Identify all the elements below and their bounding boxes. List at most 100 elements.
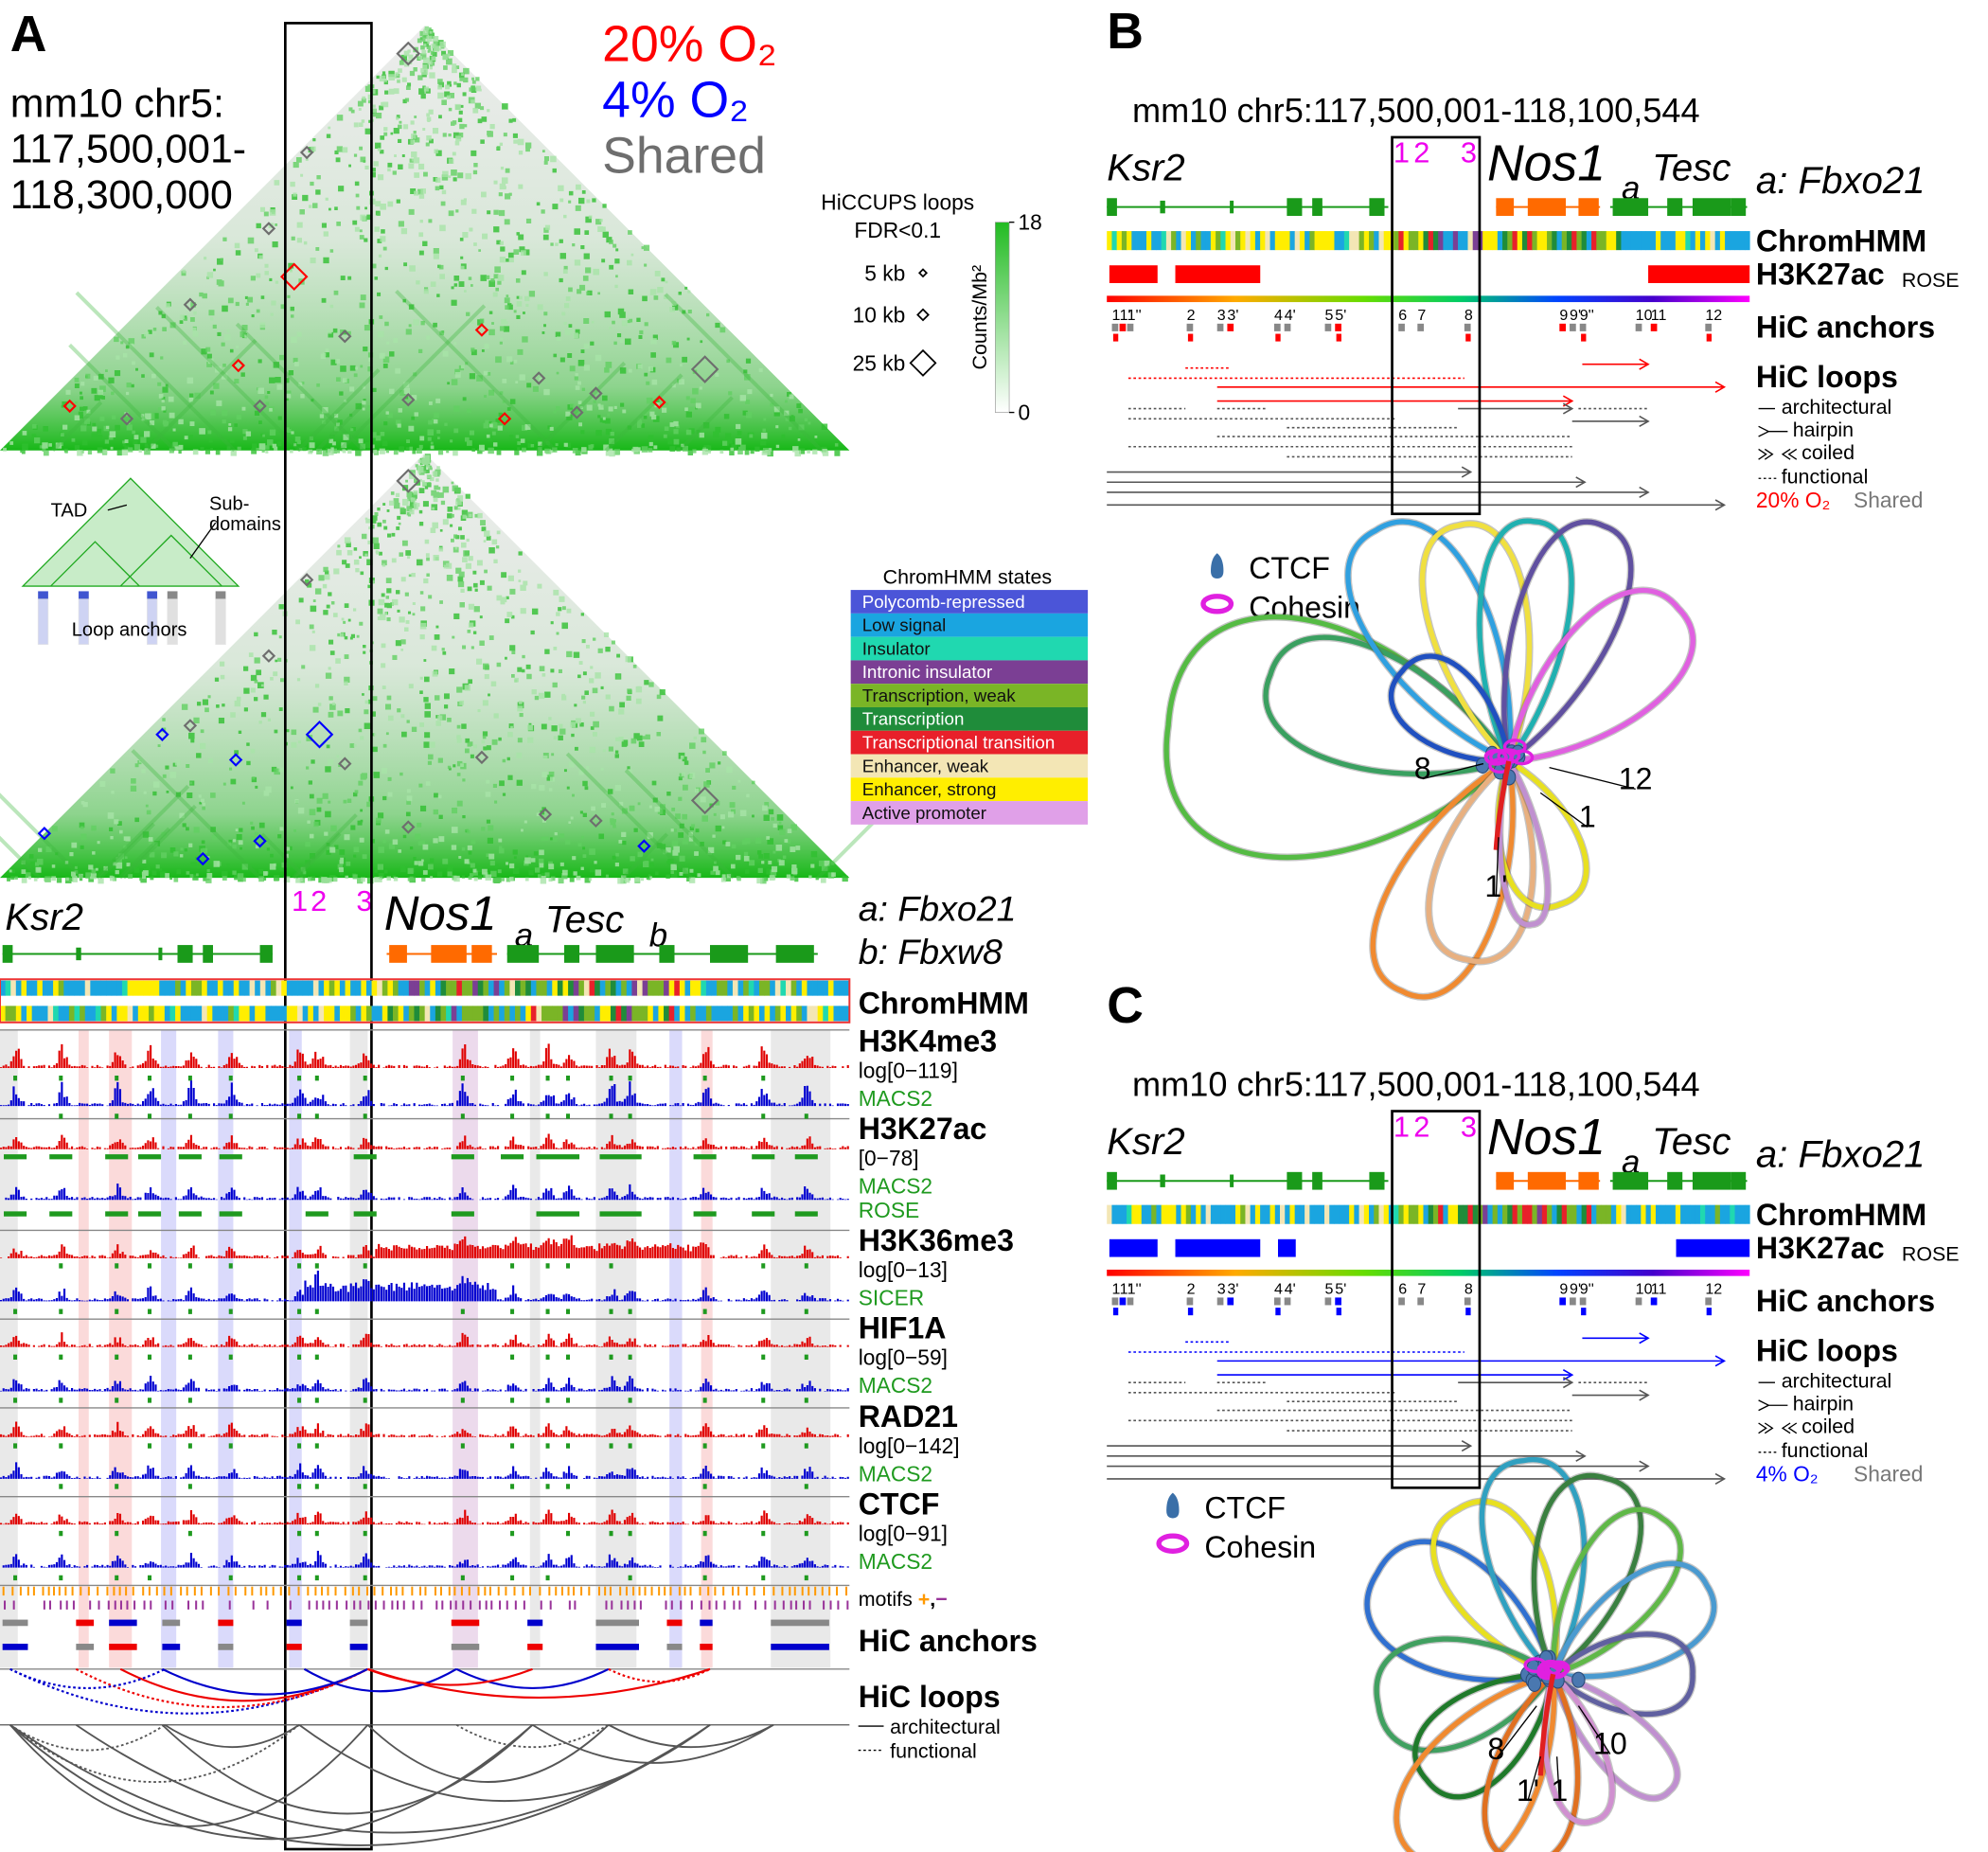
ctcf-glyph [1211,553,1224,579]
legend-coiled [1758,1422,1798,1434]
structure-pointer [1422,762,1484,780]
chromhmm-segment [1250,231,1256,251]
chromhmm-segment [1596,231,1602,251]
anchor [1112,333,1119,342]
anchor-label: 5' [1335,1280,1346,1297]
chromhmm-segment [1260,231,1266,251]
chromhmm-segment [472,980,479,996]
anchor [1127,323,1134,331]
exon [1527,198,1567,216]
chromhmm-segment [674,980,681,996]
chromhmm-segment [430,1006,436,1022]
chromhmm-segment [1714,1204,1721,1224]
chromatin-loop [1426,758,1535,965]
highlight-column [701,1029,713,1668]
loop-marker [119,412,134,426]
loop-arrow [1575,476,1587,489]
legend-hairpin [1758,425,1788,437]
chromhmm-segment [648,980,654,996]
region-number: 3 [356,884,372,917]
heatmap-stripe [51,401,103,453]
chromhmm-segment [286,1006,293,1022]
chromhmm-segment [1127,1204,1132,1224]
anchor-label: 11 [1651,307,1667,324]
chromhmm-segment [737,980,744,996]
chromatin-loop [1374,1636,1555,1754]
track-call: MACS2 [859,1086,932,1111]
exon [2,945,13,963]
chromhmm-segment [573,1006,579,1022]
chromhmm-segment [642,980,648,996]
chromhmm-segment [1408,1204,1414,1224]
chromhmm-segment [68,980,75,996]
anchor [1336,1308,1341,1316]
exon [1312,1171,1322,1190]
chromhmm-segment [1210,1204,1216,1224]
anchor [1111,323,1119,331]
anchor-label: 1' [1120,1280,1131,1297]
chromhmm-segment [1265,1204,1270,1224]
exon [1287,198,1303,216]
chromhmm-segment [754,980,760,996]
chromhmm-segment [1141,1204,1147,1224]
structure-label: 10 [1593,1727,1627,1761]
heatmap-gradient [0,453,850,879]
track-label: HiC loops [1756,360,1898,394]
chromhmm-segment [515,980,522,996]
anchor [1336,333,1341,342]
anchor [76,1644,95,1650]
chromhmm-segment [435,980,441,996]
anchor-label: 2 [1187,1280,1196,1297]
chromhmm-segment [403,1006,410,1022]
loop-type: architectural [890,1716,1001,1738]
chromhmm-segment [222,980,229,996]
anchor-label: 10 [1636,307,1653,324]
exon [158,947,163,961]
chromhmm-segment [552,980,559,996]
track-label: H3K4me3 [859,1024,997,1059]
anchor-label: 5 [1325,307,1334,324]
anchor [666,1644,683,1650]
chromhmm-segment [1156,231,1163,251]
loop-arc [367,1667,533,1686]
gene-key: a: Fbxo21 [1756,1132,1926,1175]
structure-label: 1 [1579,800,1596,834]
chromhmm-segment [605,1006,612,1022]
chromhmm-segment [684,980,691,996]
chromhmm-segment [631,1006,638,1022]
chromhmm-segment [1413,231,1419,251]
chromhmm-segment [1730,1204,1735,1224]
chromhmm-segment [1369,231,1375,251]
chromhmm-segment [1472,1204,1479,1224]
chromhmm-segment [1487,231,1494,251]
chromhmm-segment [74,1006,80,1022]
chromhmm-segment [27,1006,33,1022]
chromhmm-segment [1423,231,1429,251]
chromhmm-segment [275,980,282,996]
chromhmm-segment [1180,1204,1187,1224]
chromhmm-segment [1294,1204,1301,1224]
chromhmm-segment [1250,1204,1256,1224]
track-label: ChromHMM [859,986,1029,1020]
chromhmm-segment [1552,231,1557,251]
region-box [1391,135,1482,516]
chromhmm-segment [668,1006,675,1022]
gene-key: a: Fbxo21 [859,889,1017,929]
chromhmm-segment [153,1006,160,1022]
heatmap-stripe [68,343,177,453]
exon [259,945,273,963]
loop-arrow [1714,499,1727,511]
track-label: H3K27ac [1756,1231,1885,1265]
chromhmm-segment [764,980,771,996]
anchor [527,1644,543,1650]
chromhmm-segment [488,1006,494,1022]
chromhmm-segment [435,1006,441,1022]
chromhmm-segment [1363,1204,1370,1224]
chromhmm-segment [1571,1204,1577,1224]
exon [1369,198,1385,216]
anchor-label: 4 [1274,307,1283,324]
chromhmm-segment [111,980,117,996]
chromhmm-segment [1131,231,1137,251]
chromhmm-segment [1334,231,1340,251]
chromhmm-segment [1536,1204,1543,1224]
